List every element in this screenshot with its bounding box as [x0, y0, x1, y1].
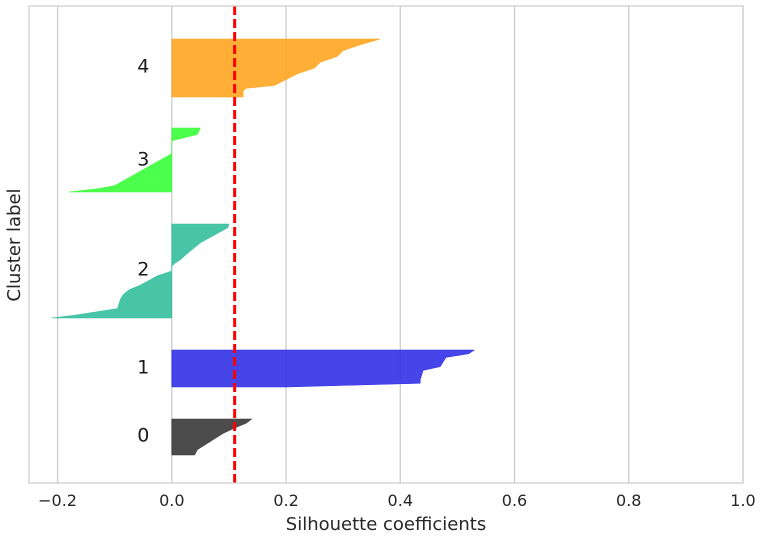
plot-frame: [28, 5, 744, 484]
cluster-label-2: 2: [137, 259, 149, 281]
x-tick-label: 0.6: [502, 491, 527, 510]
cluster-label-3: 3: [137, 149, 149, 171]
x-tick-label: −0.2: [38, 491, 77, 510]
cluster-label-1: 1: [137, 357, 149, 379]
cluster-label-4: 4: [137, 56, 149, 78]
cluster-label-0: 0: [137, 425, 149, 447]
plot-background: [29, 6, 743, 483]
cluster-silhouettes: [51, 38, 476, 456]
cluster-0-silhouette: [171, 418, 253, 456]
x-tick-label: 0.2: [273, 491, 298, 510]
x-axis-label: Silhouette coefficients: [286, 514, 486, 535]
y-axis-label: Cluster label: [4, 188, 25, 301]
x-tick-label: 0.4: [388, 491, 413, 510]
cluster-4-silhouette: [171, 38, 381, 98]
x-tick-label: 1.0: [730, 491, 755, 510]
x-tick-labels: −0.2 0.0 0.2 0.4 0.6 0.8 1.0: [38, 491, 756, 510]
cluster-labels: 0 1 2 3 4: [137, 56, 149, 447]
x-tick-label: 0.0: [159, 491, 184, 510]
x-tick-label: 0.8: [616, 491, 641, 510]
cluster-2-silhouette: [51, 223, 230, 319]
cluster-1-silhouette: [171, 349, 476, 388]
cluster-3-silhouette: [68, 127, 201, 193]
